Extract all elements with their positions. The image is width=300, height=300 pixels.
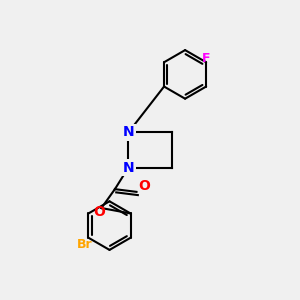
Text: N: N — [123, 160, 134, 175]
Text: O: O — [139, 179, 151, 194]
Text: F: F — [202, 52, 210, 65]
Text: Br: Br — [76, 238, 92, 251]
Text: O: O — [93, 205, 105, 219]
Text: N: N — [123, 125, 134, 140]
